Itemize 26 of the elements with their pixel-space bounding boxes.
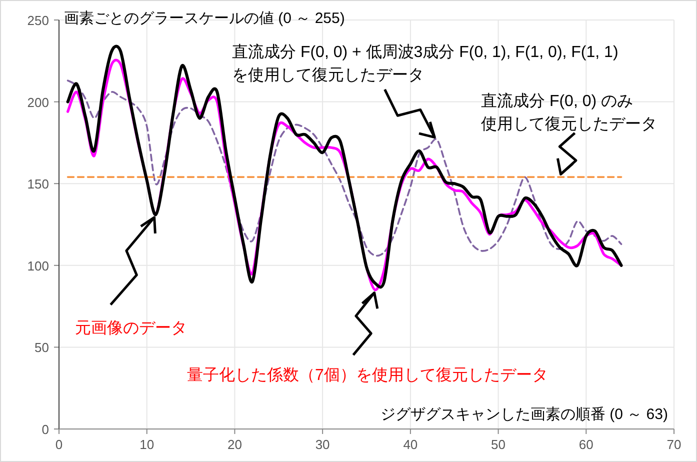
y-tick-label: 200 (27, 94, 49, 110)
x-tick-label: 30 (315, 437, 330, 452)
x-tick-label: 60 (578, 437, 594, 452)
annotation: を使用して復元したデータ (232, 67, 436, 139)
annotation: 使用して復元したデータ (481, 116, 657, 176)
annotation: 使用して復元したデータ (481, 116, 657, 133)
annotation: 量子化した係数（7個）を使用して復元したデータ (187, 366, 548, 384)
y-axis-title: 画素ごとのグラースケールの値 (0 ～ 255) (64, 10, 345, 27)
y-tick-label: 50 (34, 340, 49, 356)
annotation: 直流成分 F(0, 0) のみ (481, 93, 634, 110)
x-tick-label: 50 (491, 437, 506, 452)
y-tick-label: 0 (42, 422, 49, 437)
annotation: 直流成分 F(0, 0) + 低周波3成分 F(0, 1), F(1, 0), F(1, 1) (232, 44, 618, 61)
x-tick-label: 10 (140, 437, 154, 452)
annotation: を使用して復元したデータ (232, 67, 424, 84)
y-tick-label: 150 (27, 176, 49, 192)
annotation: 元画像のデータ (75, 216, 187, 337)
x-tick-label: 70 (666, 437, 682, 452)
y-tick-label: 250 (27, 13, 49, 28)
x-tick-label: 0 (55, 437, 63, 452)
y-tick-label: 100 (27, 258, 49, 274)
annotation: 元画像のデータ (75, 320, 187, 337)
x-tick-label: 20 (227, 437, 242, 452)
x-tick-label: 40 (403, 437, 418, 452)
annotation: 量子化した係数（7個）を使用して復元したデータ (187, 292, 548, 384)
x-axis-title: ジグザグスキャンした画素の順番 (0 ～ 63) (380, 406, 668, 423)
